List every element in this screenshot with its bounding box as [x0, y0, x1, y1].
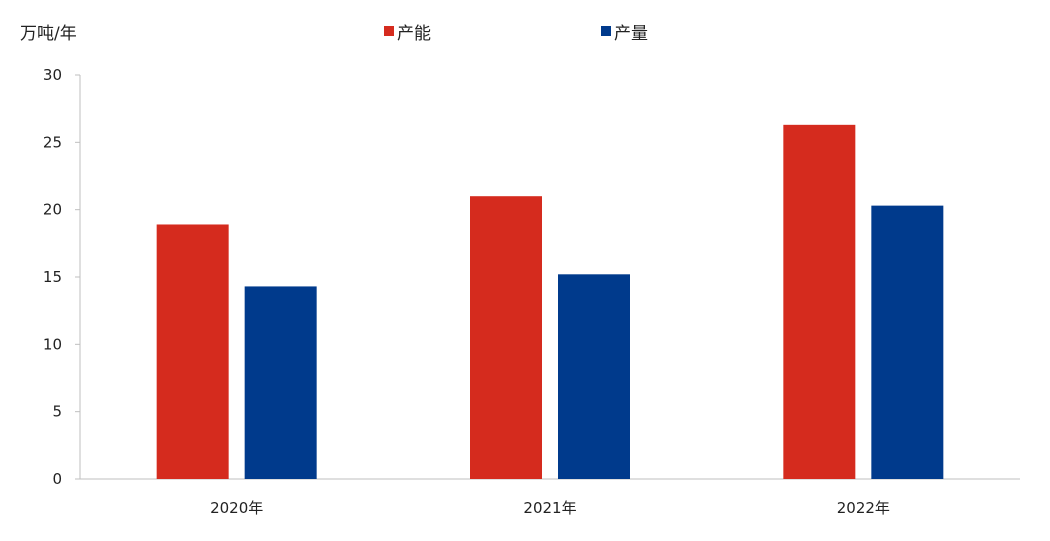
bar-output-2022年 [871, 205, 944, 480]
bar-capacity-2020年 [156, 224, 229, 479]
bar-output-2021年 [558, 274, 630, 479]
legend-swatch-capacity [384, 26, 394, 36]
x-tick-label: 2020年 [210, 499, 263, 517]
y-axis: 0 5 10 15 20 25 30 [43, 66, 81, 488]
legend-label-output: 产量 [614, 24, 648, 44]
bar-capacity-2021年 [470, 196, 542, 479]
x-tick-label: 2022年 [837, 499, 890, 517]
bar-output-2020年 [244, 286, 317, 479]
x-axis: 2020年 2021年 2022年 [80, 478, 1020, 517]
legend: 产能 产量 [384, 24, 648, 44]
bar-capacity-2022年 [783, 124, 856, 480]
y-tick-label: 10 [43, 335, 62, 353]
y-unit-label: 万吨/年 [20, 24, 77, 44]
x-tick-label: 2021年 [523, 499, 576, 517]
y-tick-label: 20 [43, 201, 62, 219]
y-tick-label: 15 [43, 268, 62, 286]
y-tick-label: 25 [43, 133, 62, 151]
bars [156, 124, 944, 480]
y-tick-label: 30 [43, 66, 62, 84]
y-tick-label: 5 [52, 403, 62, 421]
legend-item-capacity: 产能 [384, 24, 431, 44]
legend-swatch-output [601, 26, 611, 36]
y-tick-label: 0 [52, 470, 62, 488]
legend-item-output: 产量 [601, 24, 648, 44]
legend-label-capacity: 产能 [397, 24, 431, 44]
